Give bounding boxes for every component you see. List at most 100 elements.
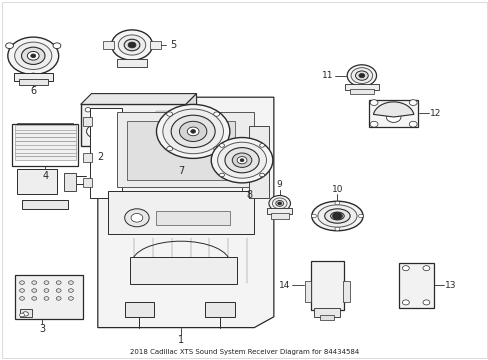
Bar — [90, 108, 122, 198]
Circle shape — [124, 209, 149, 227]
Bar — [17, 169, 57, 194]
Circle shape — [213, 112, 219, 116]
Bar — [344, 84, 378, 90]
Bar — [156, 111, 168, 113]
Circle shape — [20, 313, 24, 317]
Bar — [14, 73, 53, 81]
Circle shape — [275, 201, 283, 206]
Circle shape — [240, 159, 244, 162]
Bar — [19, 79, 48, 85]
Bar — [205, 302, 234, 317]
Bar — [342, 281, 349, 302]
Bar — [349, 89, 373, 94]
Circle shape — [408, 100, 416, 105]
Bar — [15, 275, 83, 319]
Circle shape — [118, 35, 145, 55]
Circle shape — [268, 195, 290, 211]
Circle shape — [85, 108, 91, 112]
Bar — [15, 137, 76, 141]
Circle shape — [259, 173, 264, 177]
Bar — [124, 302, 154, 317]
Circle shape — [32, 289, 37, 292]
Wedge shape — [373, 102, 413, 117]
Circle shape — [311, 214, 316, 218]
Circle shape — [219, 173, 224, 177]
Circle shape — [277, 202, 281, 205]
Circle shape — [44, 281, 49, 284]
Circle shape — [56, 297, 61, 300]
Ellipse shape — [311, 201, 362, 231]
Circle shape — [21, 47, 45, 64]
Bar — [156, 124, 168, 135]
Circle shape — [53, 43, 61, 49]
Circle shape — [332, 212, 342, 220]
Circle shape — [68, 297, 73, 300]
Text: 14: 14 — [279, 281, 290, 290]
Text: 2018 Cadillac XTS Sound System Receiver Diagram for 84434584: 2018 Cadillac XTS Sound System Receiver … — [130, 349, 358, 355]
Circle shape — [8, 37, 59, 75]
Bar — [314, 308, 339, 317]
Circle shape — [128, 42, 136, 48]
Bar — [15, 125, 76, 130]
Circle shape — [20, 281, 24, 284]
Circle shape — [68, 289, 73, 292]
Bar — [15, 129, 76, 134]
Circle shape — [56, 289, 61, 292]
Bar — [112, 113, 149, 137]
Circle shape — [422, 266, 429, 271]
Circle shape — [124, 39, 140, 51]
Bar — [102, 41, 114, 49]
Circle shape — [31, 54, 36, 58]
Text: 12: 12 — [429, 109, 441, 118]
Ellipse shape — [317, 205, 356, 227]
Bar — [83, 153, 92, 162]
Circle shape — [358, 214, 363, 218]
Bar — [267, 208, 291, 214]
Bar — [310, 261, 343, 310]
Circle shape — [402, 300, 408, 305]
Circle shape — [32, 297, 37, 300]
Circle shape — [219, 144, 224, 147]
Circle shape — [346, 65, 376, 86]
Text: 7: 7 — [178, 166, 183, 176]
Bar — [270, 213, 288, 219]
Bar — [17, 123, 73, 130]
Bar — [22, 200, 68, 209]
Circle shape — [32, 281, 37, 284]
Circle shape — [20, 289, 24, 292]
Bar — [17, 130, 73, 137]
Text: 6: 6 — [30, 86, 36, 96]
Bar — [15, 148, 76, 153]
Circle shape — [171, 115, 215, 148]
Bar — [249, 126, 268, 198]
Circle shape — [190, 130, 195, 133]
Circle shape — [44, 289, 49, 292]
Circle shape — [232, 153, 251, 167]
Bar — [63, 173, 76, 191]
Circle shape — [44, 297, 49, 300]
Text: 8: 8 — [246, 190, 252, 201]
Bar — [83, 178, 92, 187]
Ellipse shape — [330, 212, 344, 220]
Bar — [129, 257, 237, 284]
Circle shape — [29, 73, 37, 79]
Polygon shape — [98, 97, 273, 328]
Bar — [107, 191, 254, 234]
Circle shape — [369, 121, 377, 127]
Circle shape — [224, 148, 259, 173]
Circle shape — [15, 42, 52, 69]
Bar — [368, 100, 417, 127]
Bar — [12, 124, 78, 166]
Circle shape — [386, 112, 400, 122]
Circle shape — [179, 121, 206, 141]
Circle shape — [131, 213, 142, 222]
Bar — [127, 121, 234, 180]
Text: 13: 13 — [444, 281, 456, 290]
Circle shape — [334, 201, 339, 205]
Circle shape — [27, 51, 39, 60]
Bar — [156, 211, 229, 225]
Circle shape — [166, 147, 172, 151]
Circle shape — [350, 68, 372, 84]
Ellipse shape — [324, 209, 349, 223]
Circle shape — [156, 104, 229, 158]
